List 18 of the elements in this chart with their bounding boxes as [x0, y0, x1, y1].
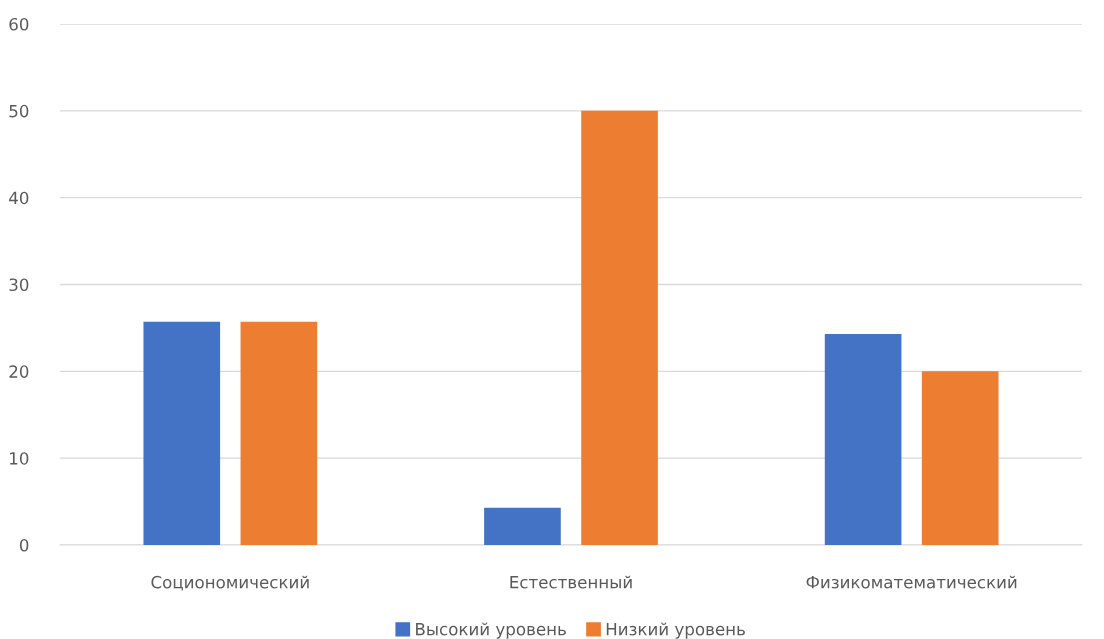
legend-label: Низкий уровень: [606, 622, 745, 639]
y-tick-label: 60: [9, 17, 29, 31]
bar: [240, 321, 318, 545]
bar: [921, 371, 999, 545]
x-tick-label: Естественный: [510, 575, 632, 589]
y-tick-label: 0: [19, 538, 29, 552]
bar: [824, 334, 902, 545]
y-tick-label: 30: [9, 278, 29, 292]
y-tick-label: 10: [10, 452, 29, 465]
y-tick-label: 50: [9, 104, 29, 118]
y-tick-label: 20: [9, 365, 29, 378]
y-tick-label: 40: [9, 191, 29, 205]
bar: [581, 110, 658, 545]
x-tick-label: Социономический: [151, 575, 309, 591]
bar: [484, 507, 561, 545]
legend-label: Высокий уровень: [416, 622, 566, 639]
bar: [143, 321, 221, 545]
x-tick-label: Физикоматематический: [806, 575, 1017, 589]
